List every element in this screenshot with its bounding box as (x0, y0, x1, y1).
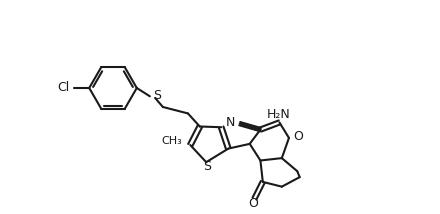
Text: S: S (203, 160, 211, 173)
Text: Cl: Cl (58, 82, 70, 94)
Text: O: O (293, 130, 303, 143)
Text: O: O (248, 197, 258, 210)
Text: H₂N: H₂N (266, 108, 290, 121)
Text: CH₃: CH₃ (161, 137, 182, 146)
Text: N: N (226, 116, 235, 129)
Text: S: S (153, 89, 161, 102)
